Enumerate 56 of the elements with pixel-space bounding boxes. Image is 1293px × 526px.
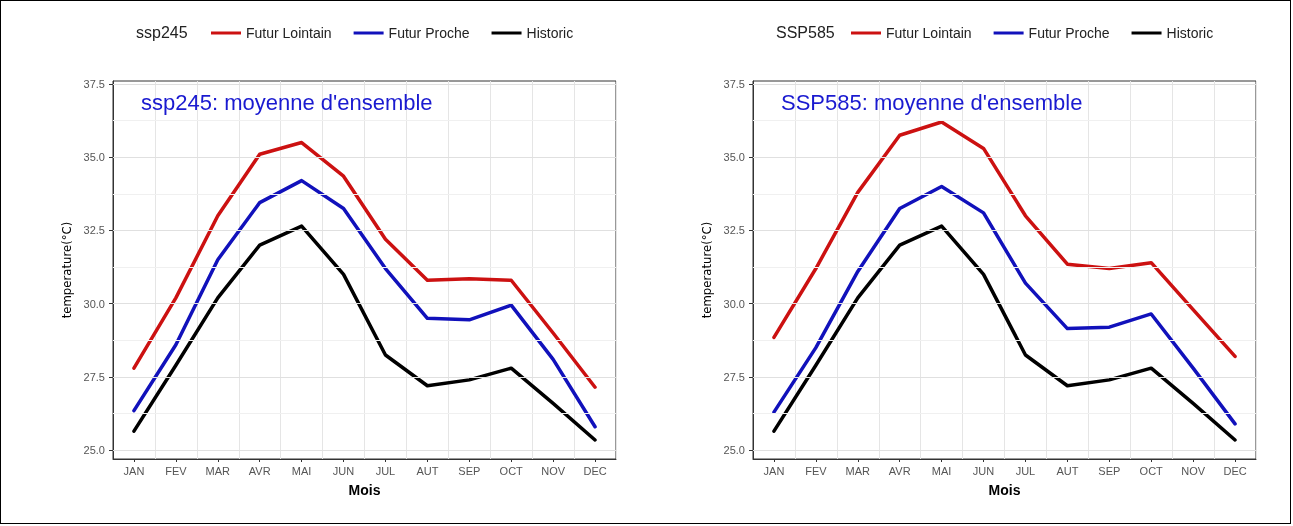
annotation: ssp245: moyenne d'ensemble [141, 89, 433, 115]
x-tick-label: JUL [1015, 464, 1036, 477]
y-tick-label: 30.0 [723, 297, 745, 310]
x-tick-label: AVR [248, 464, 271, 477]
x-tick-label: AUT [416, 464, 439, 477]
x-tick-label: AVR [888, 464, 911, 477]
y-tick-label: 37.5 [83, 77, 105, 90]
legend-label: Historic [1166, 25, 1214, 41]
x-tick-label: NOV [1181, 464, 1206, 477]
line-series [772, 224, 1237, 442]
legend-label: Futur Lointain [246, 25, 332, 41]
x-tick-label: SEP [1098, 464, 1121, 477]
line-series [772, 184, 1237, 426]
x-tick-label: FEV [805, 464, 828, 477]
line-series [132, 140, 597, 389]
legend-label: Futur Proche [388, 25, 470, 41]
y-tick-label: 25.0 [723, 444, 745, 457]
y-axis-title: temperature(°C) [58, 221, 74, 319]
x-axis-title: Mois [348, 482, 381, 498]
x-tick-label: DEC [1223, 464, 1247, 477]
x-tick-label: JAN [123, 464, 145, 477]
x-axis-title: Mois [988, 482, 1021, 498]
x-tick-label: MAI [931, 464, 952, 477]
y-tick-label: 27.5 [723, 370, 745, 383]
line-series [132, 224, 597, 442]
y-tick-label: 30.0 [83, 297, 105, 310]
y-tick-label: 35.0 [723, 151, 745, 164]
legend-title: ssp245 [136, 23, 188, 41]
x-tick-label: JUN [332, 464, 355, 477]
legend-title: SSP585 [776, 23, 835, 41]
x-tick-label: JUN [972, 464, 995, 477]
x-tick-label: JUL [375, 464, 396, 477]
x-tick-label: MAR [205, 464, 231, 477]
legend-label: Historic [526, 25, 574, 41]
x-tick-label: OCT [499, 464, 524, 477]
x-tick-label: FEV [165, 464, 188, 477]
y-tick-label: 27.5 [83, 370, 105, 383]
x-tick-label: JAN [763, 464, 785, 477]
x-tick-label: NOV [541, 464, 566, 477]
y-axis-title: temperature(°C) [698, 221, 714, 319]
line-series [772, 120, 1237, 359]
legend-label: Futur Lointain [886, 25, 972, 41]
y-tick-label: 35.0 [83, 151, 105, 164]
annotation: SSP585: moyenne d'ensemble [781, 89, 1083, 115]
y-tick-label: 32.5 [83, 224, 105, 237]
x-tick-label: DEC [583, 464, 607, 477]
x-tick-label: MAI [291, 464, 312, 477]
x-tick-label: SEP [458, 464, 481, 477]
y-tick-label: 25.0 [83, 444, 105, 457]
line-series [132, 178, 597, 429]
x-tick-label: OCT [1139, 464, 1164, 477]
legend-label: Futur Proche [1028, 25, 1110, 41]
x-tick-label: AUT [1056, 464, 1079, 477]
x-tick-label: MAR [845, 464, 871, 477]
y-tick-label: 37.5 [723, 77, 745, 90]
y-tick-label: 32.5 [723, 224, 745, 237]
